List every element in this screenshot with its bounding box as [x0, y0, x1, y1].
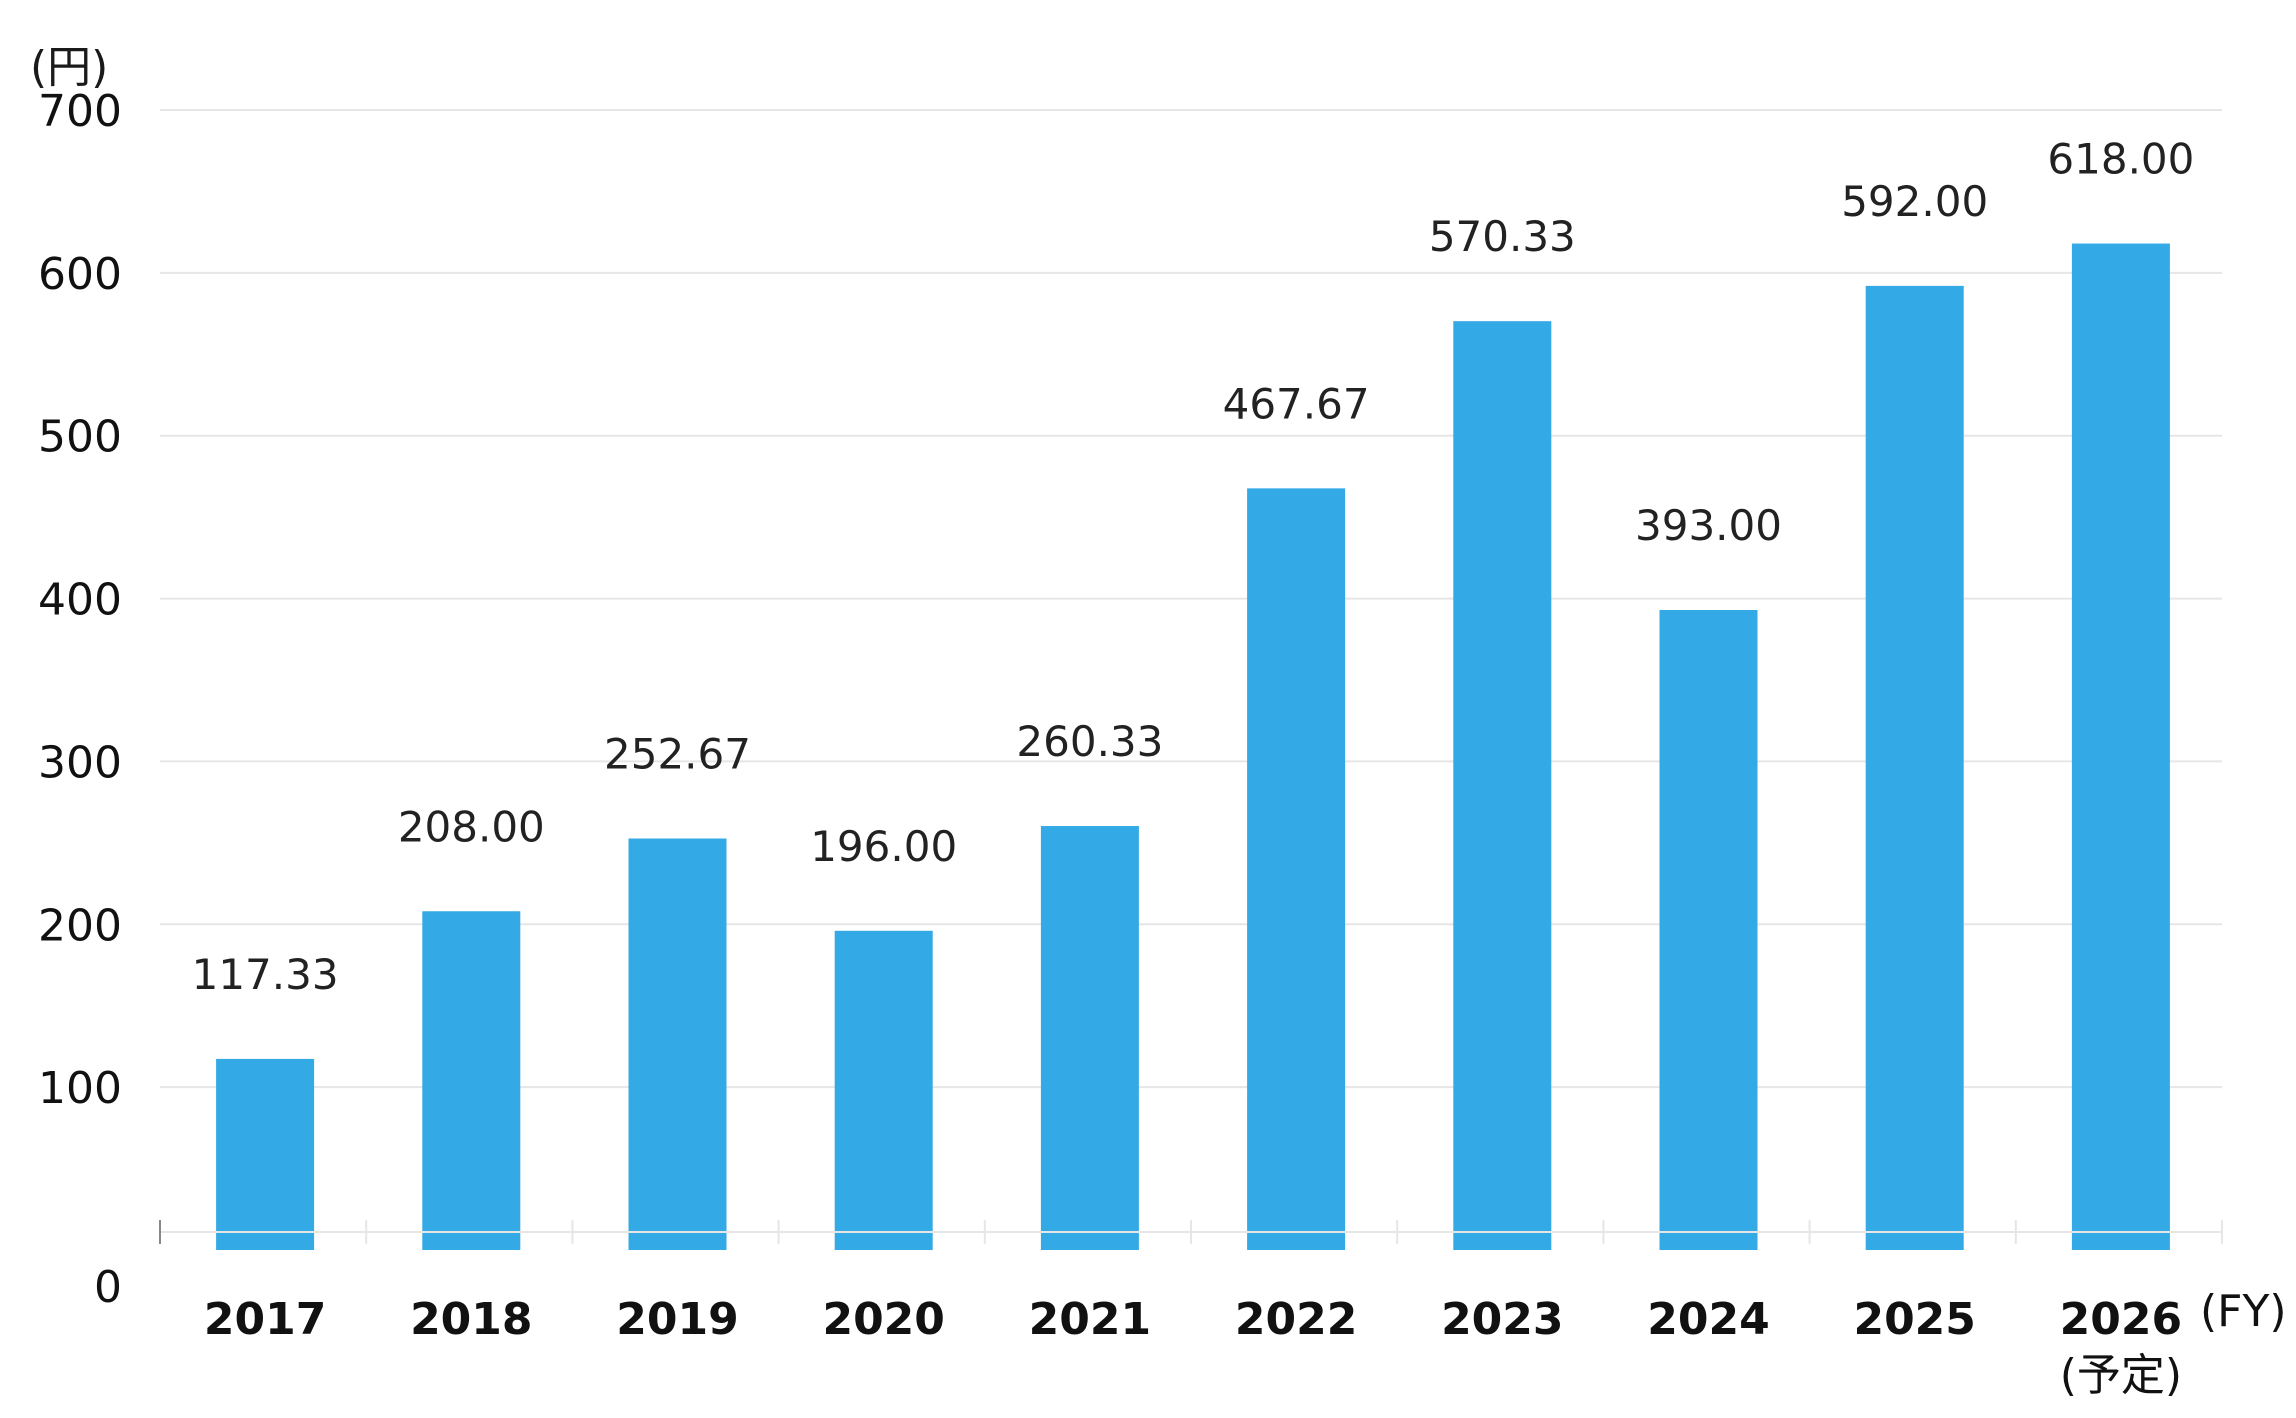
data-label: 467.67 — [1223, 379, 1370, 428]
x-tick-label: 2023 — [1441, 1294, 1563, 1345]
y-axis-unit-label: (円) — [30, 42, 108, 93]
x-axis — [159, 1220, 2223, 1244]
y-tick-label: 0 — [94, 1262, 122, 1313]
x-tick-label: 2022 — [1235, 1294, 1357, 1345]
bar — [1865, 285, 1964, 1250]
x-tick-label: 2019 — [616, 1294, 738, 1345]
x-axis-unit-label: (FY) — [2200, 1286, 2287, 1337]
data-label: 117.33 — [192, 950, 339, 999]
x-tick-label: 2025 — [1853, 1294, 1975, 1345]
y-tick-label: 200 — [38, 900, 122, 951]
bars — [216, 243, 2170, 1251]
x-tick-label: 2026 — [2060, 1294, 2182, 1345]
bar — [422, 911, 521, 1250]
data-label: 208.00 — [398, 802, 545, 851]
bar — [2071, 243, 2170, 1251]
data-label: 570.33 — [1429, 212, 1576, 261]
y-tick-label: 300 — [38, 737, 122, 788]
data-label: 393.00 — [1635, 501, 1782, 550]
data-label: 592.00 — [1841, 177, 1988, 226]
data-label: 618.00 — [2047, 135, 2194, 184]
data-label: 196.00 — [810, 822, 957, 871]
bar — [216, 1058, 315, 1250]
data-label: 252.67 — [604, 730, 751, 779]
bar — [1453, 321, 1552, 1250]
data-label: 260.33 — [1016, 717, 1163, 766]
x-tick-label: 2021 — [1029, 1294, 1151, 1345]
y-tick-label: 400 — [38, 575, 122, 626]
bar — [834, 930, 933, 1250]
y-tick-label: 500 — [38, 412, 122, 463]
bar — [1040, 826, 1139, 1250]
x-axis-ticks: 2017 2018 2019 2020 2021 2022 2023 2024 2025 2026… — [204, 1294, 2182, 1401]
bar — [628, 838, 727, 1250]
bar — [1659, 609, 1758, 1250]
data-labels: 117.33 208.00 252.67 196.00 260.33 467.67 570.… — [192, 135, 2195, 999]
y-tick-label: 100 — [38, 1063, 122, 1114]
y-tick-label: 600 — [38, 249, 122, 300]
x-tick-label: 2024 — [1647, 1294, 1769, 1345]
x-tick-note: (予定) — [2060, 1350, 2182, 1401]
y-tick-label: 700 — [38, 86, 122, 137]
x-tick-label: 2017 — [204, 1294, 326, 1345]
y-axis-ticks: 0 100 200 300 400 500 600 700 — [38, 86, 122, 1313]
x-tick-label: 2018 — [410, 1294, 532, 1345]
x-tick-label: 2020 — [822, 1294, 944, 1345]
bar — [1247, 488, 1346, 1251]
